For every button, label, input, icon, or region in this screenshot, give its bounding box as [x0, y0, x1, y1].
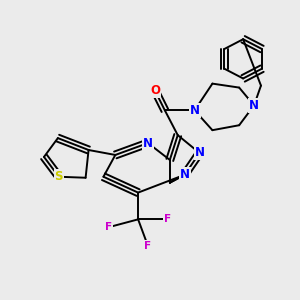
Text: N: N: [249, 99, 259, 112]
Text: F: F: [164, 214, 171, 224]
Text: N: N: [194, 146, 205, 160]
Text: N: N: [190, 104, 200, 117]
Text: N: N: [180, 168, 190, 181]
Text: F: F: [145, 241, 152, 251]
Text: N: N: [143, 136, 153, 150]
Text: O: O: [150, 84, 160, 97]
Text: S: S: [55, 170, 63, 183]
Text: F: F: [105, 222, 112, 232]
